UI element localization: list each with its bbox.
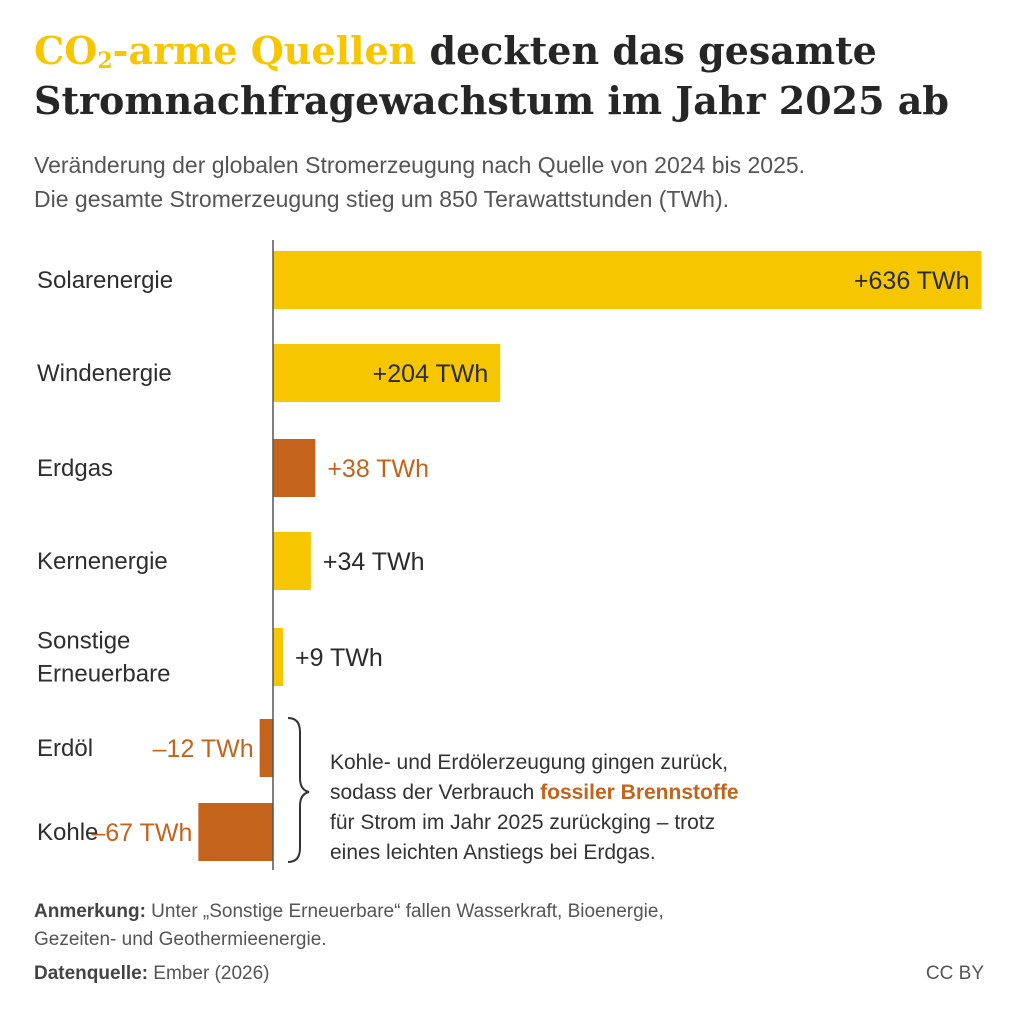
- bar-erd-l: [259, 719, 273, 777]
- annotation-line-3: für Strom im Jahr 2025 zurückging – trot…: [330, 811, 716, 834]
- note-label: Anmerkung:: [34, 901, 146, 922]
- data-source: Datenquelle: Ember (2026): [34, 960, 269, 988]
- category-label-solarenergie: Solarenergie: [37, 267, 173, 294]
- footnote: Anmerkung: Unter „Sonstige Erneuerbare“ …: [34, 898, 834, 954]
- chart-title: CO2-arme Quellen deckten das gesamte Str…: [34, 26, 1004, 126]
- value-label-solarenergie: +636 TWh: [854, 267, 970, 295]
- category-label-kohle: Kohle: [37, 819, 98, 846]
- value-label-kernenergie: +34 TWh: [323, 548, 425, 576]
- value-label-erdgas: +38 TWh: [327, 455, 429, 483]
- bar-kernenergie: [273, 532, 311, 590]
- annotation-line-1: Kohle- und Erdölerzeugung gingen zurück,: [330, 751, 729, 774]
- value-label-kohle: –67 TWh: [91, 819, 192, 847]
- category-label-kernenergie: Kernenergie: [37, 548, 168, 575]
- annotation-line-4: eines leichten Anstiegs bei Erdgas.: [330, 841, 656, 864]
- category-label-erdgas: Erdgas: [37, 455, 113, 482]
- chart-subtitle: Veränderung der globalen Stromerzeugung …: [34, 148, 1004, 216]
- title-highlight: CO2-arme Quellen: [34, 28, 417, 74]
- bar-kohle: [198, 803, 273, 861]
- value-label-erd-l: –12 TWh: [153, 735, 254, 763]
- source-label: Datenquelle:: [34, 963, 149, 984]
- subtitle-line-1: Veränderung der globalen Stromerzeugung …: [34, 152, 806, 178]
- annotation-fossil-highlight: fossiler Brennstoffe: [540, 781, 739, 804]
- value-label-sonstige-erneuerbare: +9 TWh: [295, 644, 383, 672]
- note-text: Unter „Sonstige Erneuerbare“ fallen Wass…: [145, 901, 664, 922]
- bar-sonstige-erneuerbare: [273, 628, 284, 686]
- value-label-windenergie: +204 TWh: [373, 360, 489, 388]
- bar-erdgas: [273, 439, 316, 497]
- fossil-group-brace: [287, 717, 310, 863]
- subtitle-line-2: Die gesamte Stromerzeugung stieg um 850 …: [34, 186, 730, 212]
- bar-chart: Solarenergie +636 TWh Windenergie +204 TWh E…: [37, 240, 982, 870]
- bar-windenergie: [273, 344, 501, 402]
- bar-solarenergie: [273, 251, 982, 309]
- title-rest: deckten das gesamte Stromnachfragewachst…: [34, 28, 949, 123]
- category-label-windenergie: Windenergie: [37, 360, 172, 387]
- license-label: CC BY: [925, 963, 984, 984]
- source-text: Ember (2026): [148, 963, 270, 984]
- fossil-annotation: Kohle- und Erdölerzeugung gingen zurück,…: [330, 748, 800, 868]
- note-text-2: Gezeiten- und Geothermieenergie.: [34, 929, 327, 950]
- category-label-erd-l: Erdöl: [37, 735, 93, 762]
- category-label-sonstige-erneuerbare-1: Sonstige: [37, 628, 130, 655]
- category-label-sonstige-erneuerbare-2: Erneuerbare: [37, 661, 170, 688]
- annotation-line-2: sodass der Verbrauch: [330, 781, 541, 804]
